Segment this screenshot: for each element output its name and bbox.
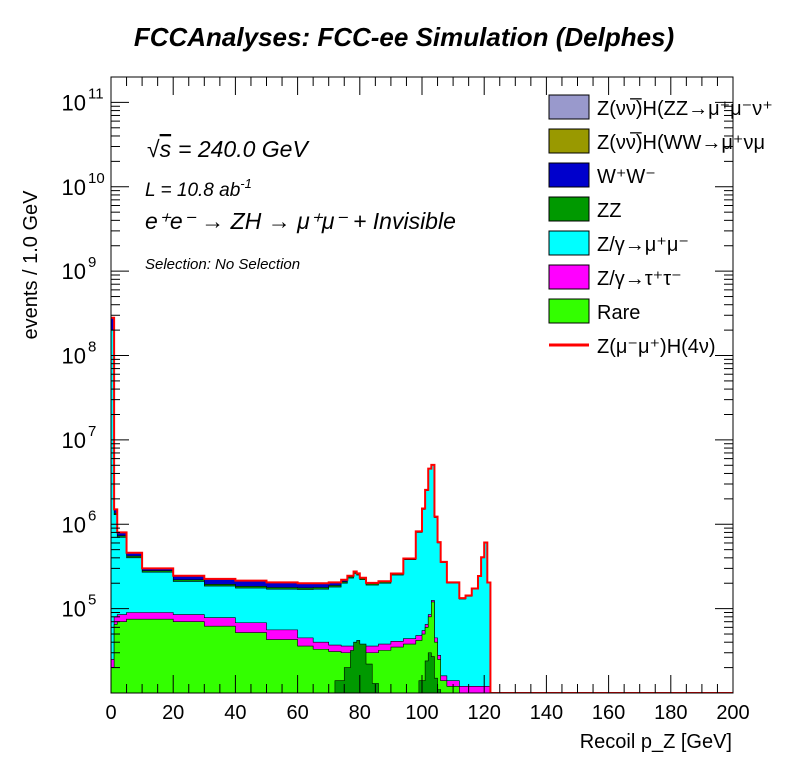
y-tick-exponent: 6 <box>88 507 96 524</box>
y-tick-label: 10 <box>62 175 86 200</box>
legend-item-z-h-zz: Z(νν̅)H(ZZ→μ⁺μ⁻ν⁺ <box>548 94 773 120</box>
legend-label: Z(νν̅)H(WW→μ⁺νμ <box>597 131 765 154</box>
x-tick-label: 140 <box>530 702 563 724</box>
sqrt-symbol: √s <box>147 136 172 162</box>
y-tick-label: 10 <box>62 259 86 284</box>
legend-swatch <box>548 298 590 324</box>
y-tick-label: 10 <box>62 90 86 115</box>
legend-item-z: Z/γ→μ⁺μ⁻ <box>548 230 689 256</box>
y-tick-exponent: 5 <box>88 592 96 609</box>
y-tick-label: 10 <box>62 597 86 622</box>
x-tick-label: 180 <box>654 702 687 724</box>
legend-label: Z(νν̅)H(ZZ→μ⁺μ⁻ν⁺ <box>597 97 773 120</box>
x-tick-label: 100 <box>405 702 438 724</box>
y-tick-exponent: 8 <box>88 339 96 356</box>
zz-peak-histograms <box>322 640 444 693</box>
x-axis-ticks: 0 20 40 60 80 100 120 140 160 180 200 <box>105 77 750 724</box>
legend-label: W⁺W⁻ <box>597 166 656 188</box>
y-tick-exponent: 10 <box>88 170 105 187</box>
legend-label: Z/γ→τ⁺τ⁻ <box>597 268 682 290</box>
legend-item-rare: Rare <box>548 298 640 324</box>
legend-swatch <box>548 128 590 154</box>
y-tick-label: 10 <box>62 428 86 453</box>
legend-swatch <box>548 230 590 256</box>
sqrt-s-annotation: √s = 240.0 GeV <box>147 136 310 162</box>
legend-swatch <box>548 162 590 188</box>
legend-item-w-w: W⁺W⁻ <box>548 162 656 188</box>
y-tick-label: 10 <box>62 512 86 537</box>
y-tick-exponent: 11 <box>88 85 104 102</box>
legend-label: ZZ <box>597 200 621 222</box>
x-tick-label: 120 <box>468 702 501 724</box>
x-tick-label: 160 <box>592 702 625 724</box>
zz-peak-1 <box>322 640 382 693</box>
legend-item-zz: ZZ <box>548 196 621 222</box>
x-tick-label: 60 <box>286 702 308 724</box>
luminosity-text: L = 10.8 ab <box>145 180 240 201</box>
legend-item-z-h-ww: Z(νν̅)H(WW→μ⁺νμ <box>548 128 765 154</box>
x-tick-label: 20 <box>162 702 184 724</box>
x-tick-label: 40 <box>224 702 246 724</box>
signal-line-layer <box>111 316 733 693</box>
legend-item-z-h-4: Z(μ⁻μ⁺)H(4ν) <box>549 336 716 358</box>
y-tick-exponent: 9 <box>88 254 96 271</box>
y-tick-exponent: 7 <box>88 423 96 440</box>
luminosity-exponent: -1 <box>240 176 252 191</box>
y-tick-label: 10 <box>62 344 86 369</box>
x-tick-label: 80 <box>349 702 371 724</box>
legend: Z(νν̅)H(ZZ→μ⁺μ⁻ν⁺ Z(νν̅)H(WW→μ⁺νμ W⁺W⁻ ZZ Z/… <box>548 94 773 358</box>
legend-swatch <box>548 94 590 120</box>
x-tick-label: 200 <box>716 702 749 724</box>
series-line-z-h-4 <box>111 316 733 693</box>
y-axis-label: events / 1.0 GeV <box>20 190 42 340</box>
x-axis-label: Recoil p_Z [GeV] <box>580 731 732 753</box>
process-annotation: e⁺e⁻ → ZH → μ⁺μ⁻ + Invisible <box>145 208 456 234</box>
series-area-rare <box>111 601 733 693</box>
chart-title: FCCAnalyses: FCC-ee Simulation (Delphes) <box>134 22 674 52</box>
legend-swatch <box>548 264 590 290</box>
legend-label: Rare <box>597 302 640 324</box>
legend-label: Z/γ→μ⁺μ⁻ <box>597 234 689 256</box>
legend-item-z: Z/γ→τ⁺τ⁻ <box>548 264 682 290</box>
luminosity-annotation: L = 10.8 ab-1 <box>145 176 252 201</box>
selection-annotation: Selection: No Selection <box>145 256 300 273</box>
legend-label: Z(μ⁻μ⁺)H(4ν) <box>597 336 716 358</box>
zz-peak-2 <box>409 652 444 693</box>
x-tick-label: 0 <box>105 702 116 724</box>
sqrt-s-value: = 240.0 GeV <box>178 136 310 162</box>
legend-swatch <box>548 196 590 222</box>
